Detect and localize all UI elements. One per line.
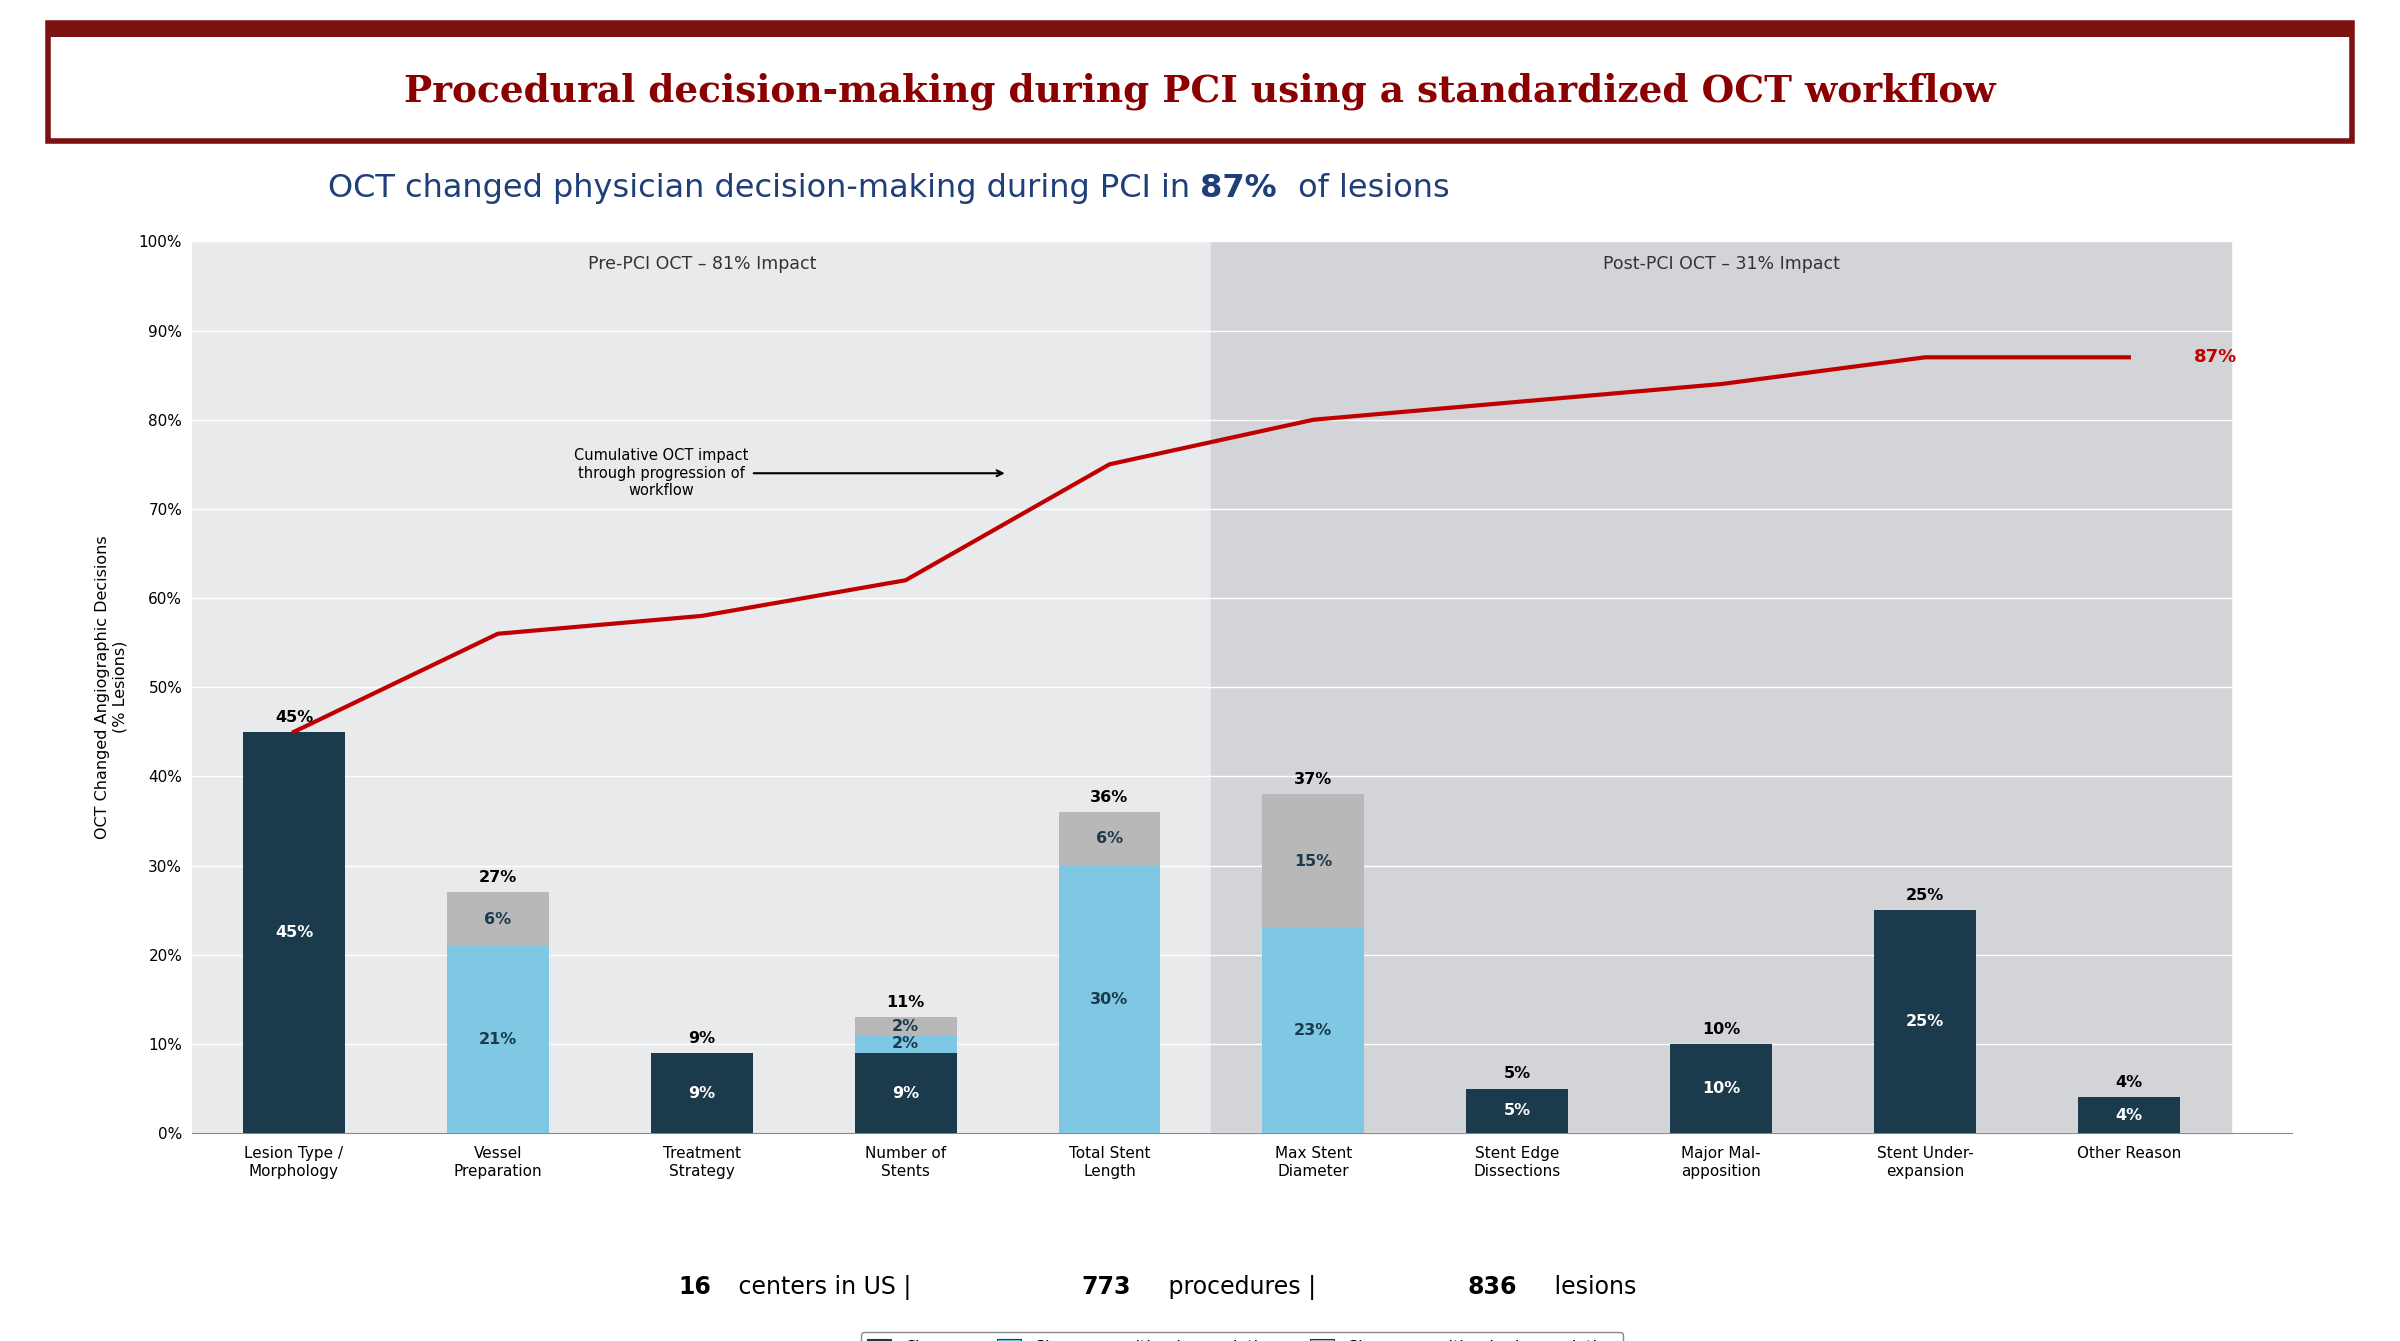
Text: 2%: 2% xyxy=(893,1019,919,1034)
Text: 6%: 6% xyxy=(1097,831,1123,846)
Bar xyxy=(1262,794,1363,928)
Text: 37%: 37% xyxy=(1294,772,1332,787)
Bar xyxy=(1212,241,2232,1133)
Text: 4%: 4% xyxy=(2114,1075,2143,1090)
Text: 87%: 87% xyxy=(1200,173,1277,204)
Text: 9%: 9% xyxy=(689,1085,715,1101)
Text: 87%: 87% xyxy=(2194,349,2237,366)
Y-axis label: OCT Changed Angiographic Decisions
(% Lesions): OCT Changed Angiographic Decisions (% Le… xyxy=(96,535,127,839)
Text: of lesions: of lesions xyxy=(1286,173,1450,204)
Text: 9%: 9% xyxy=(893,1085,919,1101)
Text: 45%: 45% xyxy=(276,925,312,940)
Bar xyxy=(2078,1097,2179,1133)
Bar xyxy=(1874,911,1975,1133)
Text: 11%: 11% xyxy=(886,995,924,1010)
Text: 21%: 21% xyxy=(478,1033,516,1047)
Text: 5%: 5% xyxy=(1505,1066,1531,1081)
Text: Post-PCI OCT – 31% Impact: Post-PCI OCT – 31% Impact xyxy=(1603,255,1838,272)
Bar xyxy=(446,945,550,1133)
Text: OCT changed physician decision-making during PCI in: OCT changed physician decision-making du… xyxy=(329,173,1200,204)
Bar xyxy=(1058,866,1162,1133)
Bar xyxy=(192,241,1212,1133)
Text: 36%: 36% xyxy=(1090,790,1128,805)
FancyBboxPatch shape xyxy=(48,23,2352,141)
Text: 10%: 10% xyxy=(1702,1081,1740,1096)
Text: 25%: 25% xyxy=(1906,888,1944,902)
Text: Procedural decision-making during PCI using a standardized OCT workflow: Procedural decision-making during PCI us… xyxy=(403,72,1997,110)
Text: 9%: 9% xyxy=(689,1031,715,1046)
Text: 27%: 27% xyxy=(478,870,516,885)
Bar xyxy=(854,1053,958,1133)
Legend: Change, Change resulting in escalation, Change resulting in de-escalation: Change, Change resulting in escalation, … xyxy=(862,1332,1622,1341)
Bar xyxy=(854,1018,958,1035)
Text: 10%: 10% xyxy=(1702,1022,1740,1037)
Text: Pre-PCI OCT – 81% Impact: Pre-PCI OCT – 81% Impact xyxy=(588,255,816,272)
Bar xyxy=(1058,813,1162,866)
FancyBboxPatch shape xyxy=(48,23,2352,38)
Bar xyxy=(446,892,550,945)
Text: 4%: 4% xyxy=(2114,1108,2143,1122)
Text: Cumulative OCT impact
through progression of
workflow: Cumulative OCT impact through progressio… xyxy=(574,448,1003,498)
Text: 30%: 30% xyxy=(1090,992,1128,1007)
Bar xyxy=(650,1053,754,1133)
Bar xyxy=(1670,1043,1771,1133)
Bar xyxy=(242,732,346,1133)
Text: 16: 16 xyxy=(679,1275,710,1299)
Text: 25%: 25% xyxy=(1906,1014,1944,1029)
Text: lesions: lesions xyxy=(1546,1275,1637,1299)
Text: 836: 836 xyxy=(1466,1275,1517,1299)
Text: 15%: 15% xyxy=(1294,854,1332,869)
Bar xyxy=(1262,928,1363,1133)
Text: 5%: 5% xyxy=(1505,1104,1531,1118)
Text: centers in US |: centers in US | xyxy=(732,1275,912,1299)
Text: procedures |: procedures | xyxy=(1162,1275,1322,1299)
Bar xyxy=(854,1035,958,1053)
Text: 45%: 45% xyxy=(276,709,312,724)
Text: 773: 773 xyxy=(1082,1275,1130,1299)
Text: 2%: 2% xyxy=(893,1037,919,1051)
Text: 23%: 23% xyxy=(1294,1023,1332,1038)
Bar xyxy=(1466,1089,1567,1133)
Text: 6%: 6% xyxy=(485,912,511,927)
